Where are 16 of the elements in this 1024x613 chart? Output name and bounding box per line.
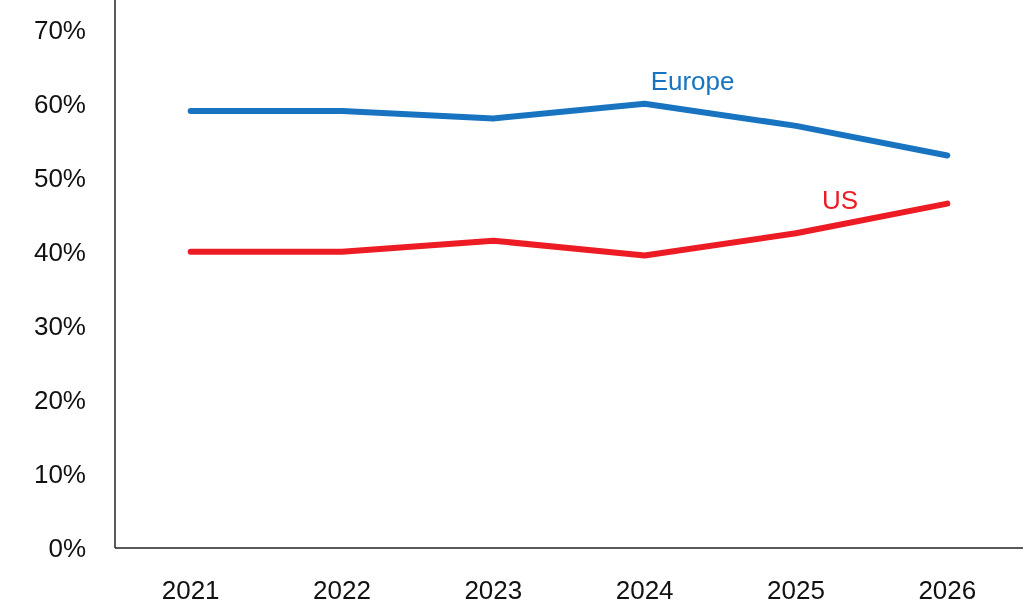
series-label: Europe	[650, 65, 735, 96]
x-tick-label: 2024	[615, 575, 674, 606]
x-tick-label: 2021	[161, 575, 220, 606]
y-tick-label: 40%	[33, 237, 86, 268]
y-tick-label: 10%	[33, 459, 86, 490]
x-tick-label: 2022	[313, 575, 371, 606]
x-tick-label: 2026	[918, 575, 977, 606]
y-tick-label: 30%	[33, 311, 86, 342]
series-label: US	[822, 185, 859, 216]
y-tick-label: 60%	[33, 89, 86, 120]
y-tick-label: 20%	[33, 385, 86, 416]
y-tick-label: 50%	[33, 163, 86, 194]
x-tick-label: 2025	[767, 575, 825, 606]
y-tick-label: 70%	[33, 14, 86, 45]
y-tick-label: 0%	[48, 533, 86, 564]
x-tick-label: 2023	[464, 575, 523, 606]
